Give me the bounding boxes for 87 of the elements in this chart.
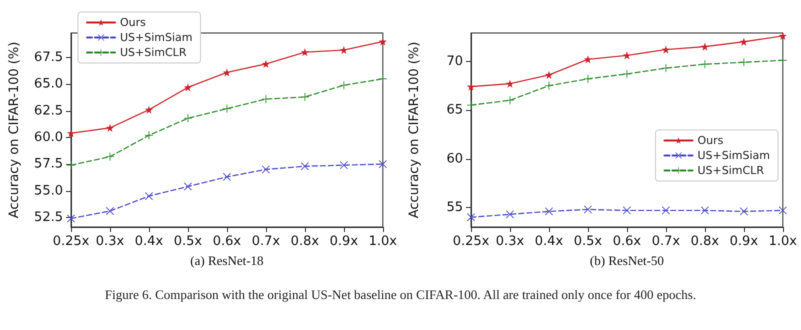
point bbox=[184, 114, 192, 122]
point bbox=[700, 42, 709, 51]
y-tick-label: 67.5 bbox=[34, 50, 63, 66]
legend-label: Ours bbox=[698, 134, 724, 147]
x-tick-label: 0.4x bbox=[534, 234, 564, 249]
y-axis-title: Accuracy on CIFAR-100 (%) bbox=[7, 42, 22, 218]
point bbox=[467, 82, 475, 91]
point bbox=[622, 70, 631, 78]
caption: Figure 6. Comparison with the original US-Net baseline on CIFAR-100. All are trained only once for 400 epochs. bbox=[104, 287, 698, 303]
x-axis-title: (b) ResNet-50 bbox=[590, 253, 664, 268]
point bbox=[778, 32, 787, 40]
point bbox=[740, 38, 748, 46]
point bbox=[622, 206, 631, 214]
point bbox=[262, 60, 270, 68]
point bbox=[184, 83, 192, 92]
y-tick-label: 70 bbox=[446, 54, 463, 69]
point bbox=[144, 106, 153, 114]
point bbox=[584, 55, 592, 64]
point bbox=[222, 68, 231, 76]
point bbox=[622, 51, 631, 60]
point bbox=[662, 64, 670, 72]
y-tick-label: 60 bbox=[446, 151, 463, 166]
point bbox=[740, 207, 748, 216]
y-tick-label: 52.5 bbox=[34, 210, 63, 225]
point bbox=[67, 129, 75, 138]
point bbox=[67, 214, 75, 222]
x-tick-label: 0.3x bbox=[496, 234, 524, 249]
legend-label: US+SimCLR bbox=[698, 164, 764, 177]
x-tick-label: 0.3x bbox=[96, 234, 124, 249]
x-tick-label: 0.6x bbox=[612, 234, 642, 249]
x-tick-label: 0.7x bbox=[252, 234, 280, 249]
point bbox=[544, 82, 553, 90]
point bbox=[506, 96, 514, 104]
y-tick-label: 62.5 bbox=[34, 103, 63, 118]
point bbox=[700, 60, 709, 68]
legend-label: US+SimSiam bbox=[698, 149, 770, 162]
point bbox=[378, 38, 387, 46]
point bbox=[300, 162, 309, 170]
x-tick-label: 1.0x bbox=[768, 234, 798, 249]
y-tick-label: 55.0 bbox=[34, 183, 63, 198]
point bbox=[262, 165, 270, 174]
point bbox=[67, 161, 75, 170]
point bbox=[584, 74, 592, 83]
x-tick-label: 0.9x bbox=[330, 234, 358, 249]
point bbox=[262, 95, 270, 104]
x-tick-label: 0.5x bbox=[174, 234, 202, 249]
point bbox=[222, 172, 231, 181]
point bbox=[144, 131, 153, 140]
x-axis-title: (a) ResNet-18 bbox=[190, 253, 264, 268]
point bbox=[340, 46, 348, 54]
point bbox=[300, 48, 309, 56]
x-tick-label: 0.5x bbox=[574, 234, 602, 249]
x-tick-label: 0.7x bbox=[652, 234, 680, 249]
y-tick-label: 55 bbox=[446, 200, 463, 216]
point bbox=[300, 92, 309, 101]
y-tick-label: 65.0 bbox=[34, 76, 63, 92]
x-tick-label: 0.9x bbox=[730, 234, 758, 249]
point bbox=[506, 80, 514, 88]
point bbox=[584, 205, 592, 214]
x-tick-label: 0.25x bbox=[52, 234, 90, 249]
point bbox=[144, 192, 153, 200]
point bbox=[544, 70, 553, 79]
point bbox=[340, 161, 348, 170]
point bbox=[700, 206, 709, 214]
point bbox=[662, 206, 670, 214]
point bbox=[106, 124, 114, 132]
point bbox=[106, 152, 114, 161]
x-tick-label: 0.8x bbox=[690, 234, 720, 249]
point bbox=[184, 182, 192, 190]
y-tick-label: 60.0 bbox=[34, 130, 63, 145]
x-tick-label: 0.25x bbox=[452, 234, 490, 249]
point bbox=[106, 207, 114, 216]
point bbox=[662, 46, 670, 54]
x-tick-label: 0.4x bbox=[134, 234, 164, 249]
point bbox=[544, 207, 553, 216]
y-tick-label: 57.5 bbox=[34, 156, 63, 172]
legend-label: US+SimCLR bbox=[120, 46, 187, 59]
x-tick-label: 0.8x bbox=[290, 234, 320, 249]
point bbox=[378, 160, 387, 168]
y-axis-title: Accuracy on CIFAR-100 (%) bbox=[407, 42, 422, 218]
legend-label: Ours bbox=[120, 16, 146, 29]
x-tick-label: 1.0x bbox=[368, 234, 398, 249]
point bbox=[222, 104, 231, 113]
y-tick-label: 65 bbox=[446, 102, 463, 118]
point bbox=[467, 101, 475, 110]
legend-label: US+SimSiam bbox=[120, 31, 192, 44]
x-tick-label: 0.6x bbox=[212, 234, 242, 249]
